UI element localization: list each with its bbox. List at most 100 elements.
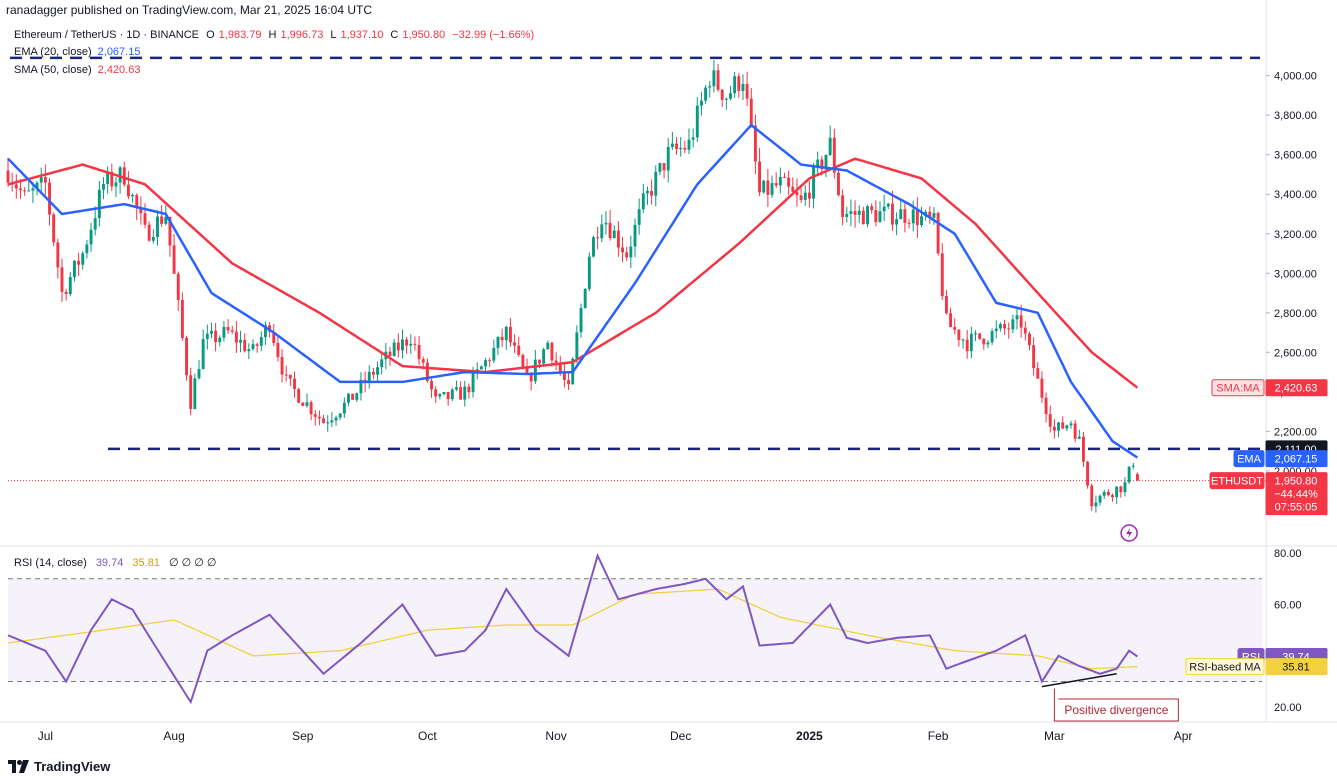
- candle-body: [766, 180, 770, 195]
- candle-body: [52, 214, 56, 243]
- candle-body: [675, 143, 678, 150]
- candle-body: [230, 330, 234, 332]
- candle-body: [309, 402, 313, 415]
- candle-body: [60, 267, 64, 292]
- candle-body: [201, 338, 205, 370]
- candle-body: [297, 389, 301, 403]
- candle-body: [405, 339, 409, 346]
- time-tick-label: Oct: [418, 729, 437, 743]
- candle-body: [334, 417, 338, 421]
- candle-body: [562, 371, 566, 381]
- candle-body: [554, 360, 558, 363]
- candle-body: [625, 252, 629, 258]
- sma50-line: [7, 157, 1139, 389]
- candle-body: [758, 161, 762, 193]
- symbol-name[interactable]: Ethereum / TetherUS · 1D · BINANCE: [14, 29, 200, 41]
- candle-body: [110, 171, 114, 187]
- candle-body: [359, 379, 363, 394]
- candle-body: [226, 326, 230, 331]
- currency-unit-button[interactable]: USDT: [1268, 27, 1326, 49]
- candle-body: [293, 378, 296, 390]
- candle-body: [550, 342, 554, 361]
- candle-body: [538, 359, 541, 364]
- candle-body: [77, 260, 81, 265]
- candle-body: [126, 184, 130, 197]
- candle-body: [268, 325, 272, 332]
- candle-body: [438, 394, 442, 397]
- candle-body: [168, 216, 172, 246]
- candle-body: [160, 216, 164, 224]
- symbol-legend: Ethereum / TetherUS · 1D · BINANCE O 1,98…: [14, 29, 538, 41]
- candle-body: [417, 344, 421, 360]
- candle-body: [708, 86, 712, 88]
- candle-body: [1069, 423, 1073, 426]
- candle-body: [683, 147, 687, 150]
- candle-body: [724, 98, 728, 100]
- ema-legend-value: 2,067.15: [97, 46, 141, 58]
- candle-body: [778, 176, 782, 186]
- sma-legend[interactable]: SMA (50, close) 2,420.63: [14, 64, 140, 76]
- candle-body: [355, 393, 359, 400]
- candle-body: [64, 291, 68, 295]
- candle-body: [587, 256, 591, 289]
- ema-price-badge-bg: [1265, 450, 1328, 468]
- ema-legend[interactable]: EMA (20, close) 2,067.15: [14, 46, 140, 58]
- candle-body: [488, 360, 492, 362]
- candle-body: [475, 369, 479, 373]
- candle-body: [1115, 486, 1119, 498]
- candle-body: [338, 413, 342, 418]
- candle-body: [454, 387, 458, 390]
- candle-body: [1073, 423, 1077, 439]
- candle-body: [363, 379, 367, 384]
- candle-body: [172, 245, 176, 274]
- rsi-legend-label: RSI (14, close): [14, 557, 87, 569]
- candle-body: [89, 229, 93, 245]
- candle-body: [629, 246, 633, 258]
- rsi-legend[interactable]: RSI (14, close) 39.74 35.81 ∅ ∅ ∅ ∅: [14, 556, 217, 569]
- candle-body: [567, 380, 571, 385]
- candle-body: [1119, 486, 1123, 493]
- candle-body: [1065, 425, 1069, 429]
- last-price-badge-text: 07:55:05: [1275, 502, 1318, 514]
- time-tick-label: Mar: [1044, 729, 1065, 743]
- candle-body: [1019, 315, 1023, 328]
- rsi-tick-label: 80.00: [1274, 548, 1302, 560]
- last-price-badge-text: 1,950.80: [1275, 476, 1318, 488]
- candle-body: [861, 210, 865, 225]
- rsi-value-badge-text: 39.74: [1282, 651, 1310, 663]
- candle-body: [39, 177, 43, 183]
- open-value: 1,983.79: [218, 29, 262, 41]
- candle-body: [392, 342, 396, 356]
- candle-body: [579, 307, 583, 333]
- candle-body: [787, 177, 791, 187]
- candle-body: [222, 326, 226, 338]
- candle-body: [351, 393, 355, 400]
- time-tick-label: Jul: [38, 729, 53, 743]
- candle-body: [824, 154, 828, 170]
- candle-body: [255, 344, 259, 346]
- candle-body: [6, 170, 10, 183]
- candle-body: [1052, 426, 1056, 431]
- candle-body: [924, 211, 928, 217]
- candle-body: [733, 76, 737, 94]
- candle-body: [1040, 378, 1044, 398]
- candle-body: [546, 342, 550, 350]
- candle-body: [1102, 491, 1106, 496]
- candle-body: [637, 209, 641, 225]
- price-tick-label: 4,000.00: [1274, 71, 1317, 83]
- candle-body: [932, 212, 936, 218]
- candle-body: [828, 137, 832, 155]
- candle-body: [450, 389, 454, 400]
- candle-body: [687, 139, 691, 150]
- candle-body: [953, 327, 957, 330]
- high-value: 1,996.73: [280, 29, 324, 41]
- candle-body: [558, 362, 562, 372]
- rsi-ma-tag-text: RSI-based MA: [1189, 662, 1261, 674]
- candle-body: [380, 359, 384, 368]
- candle-body: [720, 89, 724, 100]
- footer-brand[interactable]: TradingView: [8, 759, 110, 774]
- candle-body: [301, 402, 305, 406]
- candle-body: [662, 163, 666, 171]
- candle-body: [803, 192, 807, 200]
- low-value: 1,937.10: [340, 29, 384, 41]
